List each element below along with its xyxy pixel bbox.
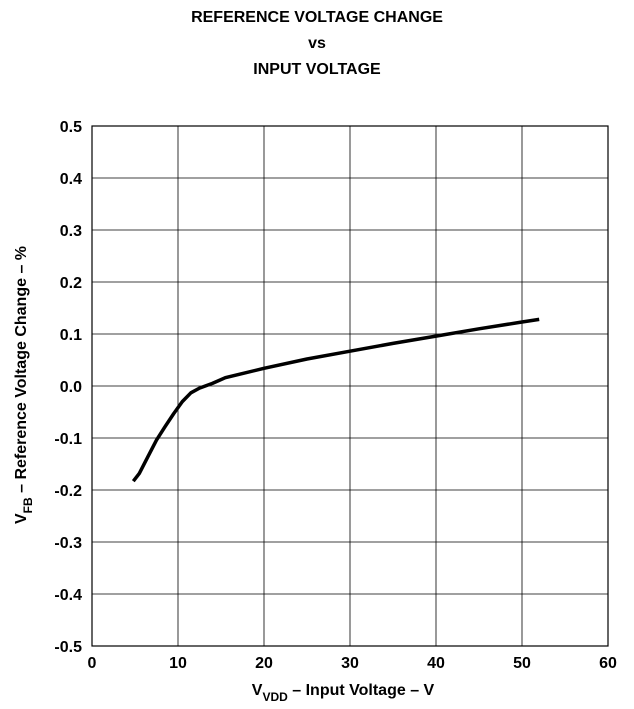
grid-lines [91,125,609,647]
y-tick-label: -0.5 [54,639,82,656]
y-tick-label: -0.3 [54,535,82,552]
x-tick-label: 50 [513,655,531,672]
y-axis-label-rest: – Reference Voltage Change – % [13,246,30,497]
y-tick-label: 0.1 [60,327,82,344]
y-tick-label: 0.0 [60,379,82,396]
y-tick-label: 0.3 [60,223,82,240]
x-axis-label-rest: – Input Voltage – V [288,682,435,699]
y-axis-label-sub: FB [21,497,35,513]
x-tick-label: 60 [599,655,617,672]
x-axis-label-sub: VDD [262,690,288,704]
x-axis-label: VVDD – Input Voltage – V [252,682,435,704]
y-axis-label: VFB – Reference Voltage Change – % [13,246,35,524]
chart-title-line-1: REFERENCE VOLTAGE CHANGE [191,9,443,26]
chart-title-line-2: vs [308,35,326,52]
chart-title-line-3: INPUT VOLTAGE [253,61,381,78]
y-tick-label: 0.4 [60,171,82,188]
series-line-0 [131,317,540,483]
y-tick-labels: 0.5 0.4 0.3 0.2 0.1 0.0 -0.1 -0.2 -0.3 -0.4 -0.5 [54,119,82,656]
y-tick-label: -0.4 [54,587,82,604]
y-axis-label-base: V [13,513,30,524]
x-tick-label: 20 [255,655,273,672]
y-tick-label: 0.5 [60,119,82,136]
series-layer [131,317,540,483]
x-tick-label: 30 [341,655,359,672]
x-tick-labels: 0 10 20 30 40 50 60 [88,655,617,672]
y-tick-label: -0.1 [54,431,82,448]
x-axis-label-base: V [252,682,263,699]
x-tick-label: 40 [427,655,445,672]
y-tick-label: -0.2 [54,483,82,500]
x-tick-label: 10 [169,655,187,672]
x-tick-label: 0 [88,655,97,672]
plot-frame [91,125,609,647]
y-tick-label: 0.2 [60,275,82,292]
